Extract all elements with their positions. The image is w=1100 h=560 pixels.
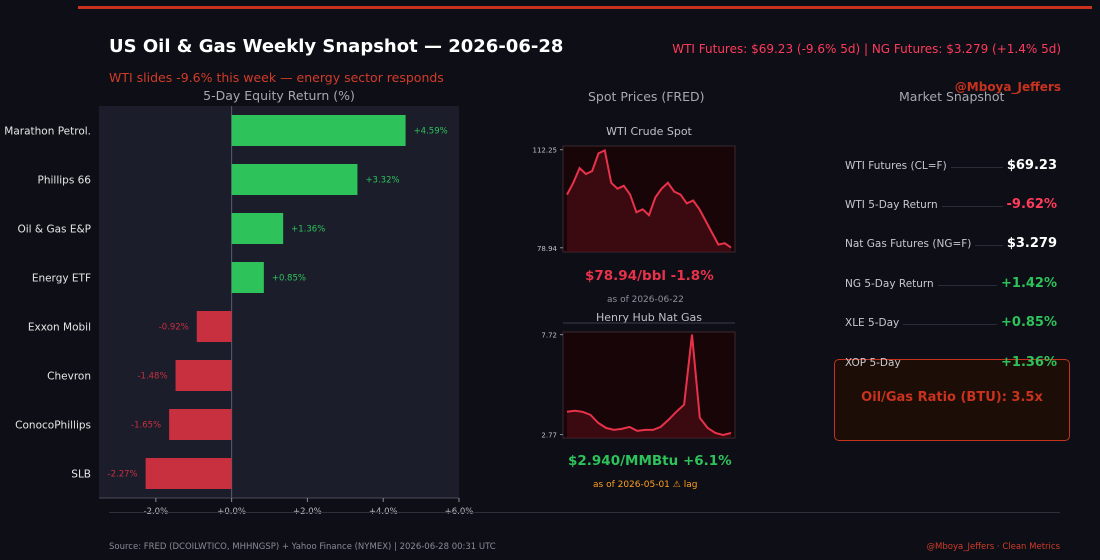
ng-title: Henry Hub Nat Gas: [596, 311, 702, 324]
snapshot-value: $3.279: [1002, 236, 1057, 251]
bar-value-label: +0.85%: [272, 274, 306, 284]
bar-value-label: -0.92%: [159, 323, 189, 333]
snapshot-row-wti-futures: WTI Futures (CL=F) $69.23: [845, 157, 1057, 177]
bar-value-label: -1.65%: [131, 421, 161, 431]
wti-line: [566, 148, 732, 249]
category-label: SLB: [71, 469, 91, 481]
category-label: Chevron: [47, 371, 91, 383]
author-handle: @Mboya_Jeffers: [954, 80, 1061, 94]
snapshot-value: $69.23: [1002, 158, 1057, 173]
snapshot-label: XOP 5-Day: [845, 357, 901, 369]
bar: [145, 458, 232, 489]
bar-value-label: -1.48%: [137, 372, 167, 382]
ng-spot-value: $2.940/MMBtu +6.1%: [568, 453, 732, 469]
snapshot-label: XLE 5-Day: [845, 317, 904, 329]
ng-spot-line-chart: Henry Hub Nat Gas 2.77 7.72: [541, 311, 736, 440]
category-label: Phillips 66: [38, 175, 92, 187]
bar: [175, 360, 232, 391]
wti-y-tick-label: 112.25: [533, 147, 558, 155]
category-label: Energy ETF: [32, 273, 91, 285]
row-divider: [845, 285, 1057, 286]
wti-y-tick-label: 78.94: [537, 245, 558, 253]
ng-y-tick-label: 7.72: [541, 332, 557, 340]
ng-y-tick-label: 2.77: [541, 432, 557, 440]
bar: [231, 213, 284, 244]
bar: [231, 164, 358, 195]
footer-source: Source: FRED (DCOILWTICO, MHHNGSP) + Yah…: [109, 542, 496, 552]
snapshot-value: +1.36%: [1001, 355, 1057, 370]
wti-area: [567, 150, 731, 252]
bar: [169, 409, 232, 440]
equity-return-bar-chart: 5-Day Equity Return (%) Marathon Petrol. +…: [4, 88, 473, 517]
bar-value-label: +3.32%: [365, 176, 399, 186]
snapshot-row-wti-return: WTI 5-Day Return -9.62%: [845, 196, 1057, 216]
snapshot-label: NG 5-Day Return: [845, 278, 938, 290]
bar-value-label: +1.36%: [291, 225, 325, 235]
top-accent-line: [78, 6, 1092, 9]
bar-value-label: -2.27%: [108, 470, 138, 480]
row-divider: [845, 167, 1057, 168]
snapshot-row-ng-return: NG 5-Day Return +1.42%: [845, 275, 1057, 295]
futures-ticker: WTI Futures: $69.23 (-9.6% 5d) | NG Futu…: [672, 42, 1061, 56]
category-label: ConocoPhillips: [15, 420, 91, 432]
category-label: Marathon Petrol.: [4, 126, 91, 138]
snapshot-value: -9.62%: [1002, 197, 1057, 212]
snapshot-section-title: Market Snapshot: [899, 89, 1005, 104]
snapshot-label: Nat Gas Futures (NG=F): [845, 238, 976, 250]
oil-gas-ratio-text: Oil/Gas Ratio (BTU): 3.5x: [861, 390, 1043, 405]
snapshot-row-xop: XOP 5-Day +1.36%: [845, 354, 1057, 374]
snapshot-value: +0.85%: [997, 315, 1057, 330]
snapshot-row-ng-futures: Nat Gas Futures (NG=F) $3.279: [845, 235, 1057, 255]
row-divider: [845, 324, 1057, 325]
wti-asof-date: as of 2026-06-22: [607, 295, 684, 305]
footer-credit: @Mboya_Jeffers · Clean Metrics: [926, 542, 1060, 552]
ng-asof-date: as of 2026-05-01 ⚠ lag: [593, 480, 698, 490]
wti-title: WTI Crude Spot: [606, 125, 692, 138]
bar: [231, 115, 406, 146]
snapshot-label: WTI 5-Day Return: [845, 199, 942, 211]
snapshot-value: +1.42%: [997, 276, 1057, 291]
bar-value-label: +4.59%: [414, 127, 448, 137]
oil-gas-ratio-box: Oil/Gas Ratio (BTU): 3.5x: [834, 359, 1070, 441]
bar: [231, 262, 264, 293]
row-divider: [845, 206, 1057, 207]
bar: [196, 311, 232, 342]
bar-chart-title: 5-Day Equity Return (%): [203, 88, 355, 103]
ng-line: [566, 334, 732, 437]
category-label: Oil & Gas E&P: [18, 224, 92, 236]
page-title: US Oil & Gas Weekly Snapshot — 2026-06-2…: [109, 36, 564, 57]
wti-spot-line-chart: WTI Crude Spot 78.94 112.25: [533, 125, 736, 253]
page-subtitle: WTI slides -9.6% this week — energy sect…: [109, 70, 444, 85]
footer-divider: [109, 512, 1060, 513]
wti-spot-value: $78.94/bbl -1.8%: [585, 268, 714, 284]
snapshot-label: WTI Futures (CL=F): [845, 160, 951, 172]
spot-section-title: Spot Prices (FRED): [588, 89, 705, 104]
category-label: Exxon Mobil: [28, 322, 91, 334]
snapshot-row-xle: XLE 5-Day +0.85%: [845, 314, 1057, 334]
